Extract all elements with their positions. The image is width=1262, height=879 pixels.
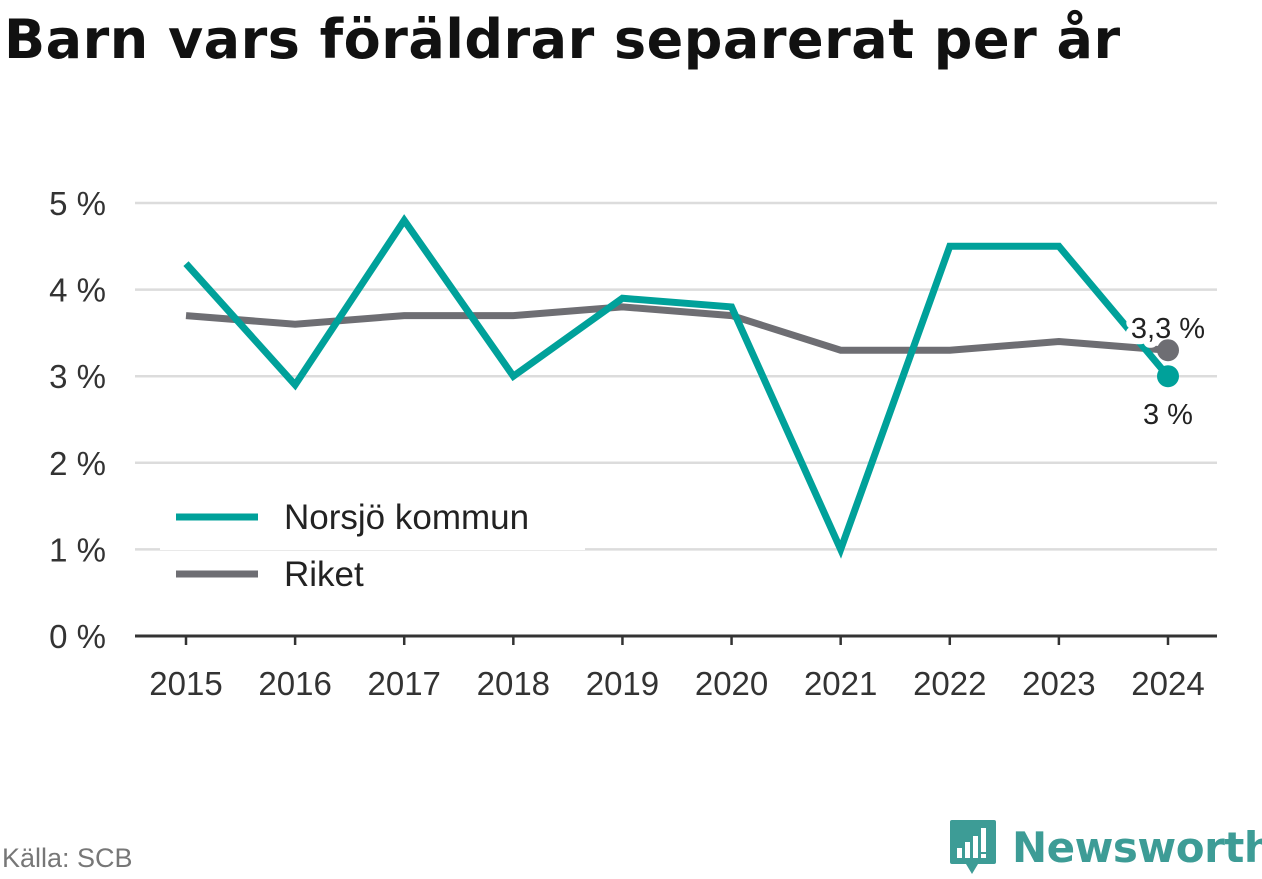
series-lines [183, 214, 1171, 559]
x-tick-label: 2016 [258, 665, 331, 702]
x-tick-label: 2020 [695, 665, 768, 702]
x-tick-label: 2017 [368, 665, 441, 702]
end-label: 3 % [1143, 399, 1193, 431]
x-tick-label: 2015 [149, 665, 222, 702]
x-tick-label: 2021 [804, 665, 877, 702]
end-point [1157, 365, 1179, 388]
x-tick-label: 2019 [586, 665, 659, 702]
y-tick-label: 3 % [49, 358, 106, 395]
brand-name: Newsworthy [1012, 822, 1262, 872]
newsworthy-icon [950, 820, 996, 874]
y-tick-label: 0 % [49, 618, 106, 655]
x-tick-label: 2022 [913, 665, 986, 702]
legend: Norsjö kommun Riket [160, 488, 585, 594]
y-tick-label: 5 % [49, 185, 106, 222]
chart-title: Barn vars föräldrar separerat per år [4, 8, 1121, 71]
source-label: Källa: SCB [2, 843, 133, 873]
legend-label: Riket [284, 555, 364, 594]
x-axis: 2015 2016 2017 2018 2019 2020 2021 2022 2023 2024 [135, 634, 1217, 702]
series-line [185, 303, 1169, 354]
end-labels: 3 %3 %3,3 %3,3 % [1125, 307, 1211, 437]
x-tick-label: 2023 [1022, 665, 1095, 702]
y-tick-label: 1 % [49, 531, 106, 568]
end-label-halo: 3 % [1143, 399, 1193, 431]
legend-label: Norsjö kommun [284, 498, 529, 537]
x-tick-label: 2018 [477, 665, 550, 702]
y-tick-label: 2 % [49, 445, 106, 482]
x-tick-label: 2024 [1131, 665, 1204, 702]
y-tick-label: 4 % [49, 272, 106, 309]
series-line [183, 214, 1171, 559]
y-axis: 0 % 1 % 2 % 3 % 4 % 5 % [49, 185, 106, 655]
end-point [1157, 339, 1179, 362]
brand-logo: Newsworthy [948, 818, 1262, 876]
